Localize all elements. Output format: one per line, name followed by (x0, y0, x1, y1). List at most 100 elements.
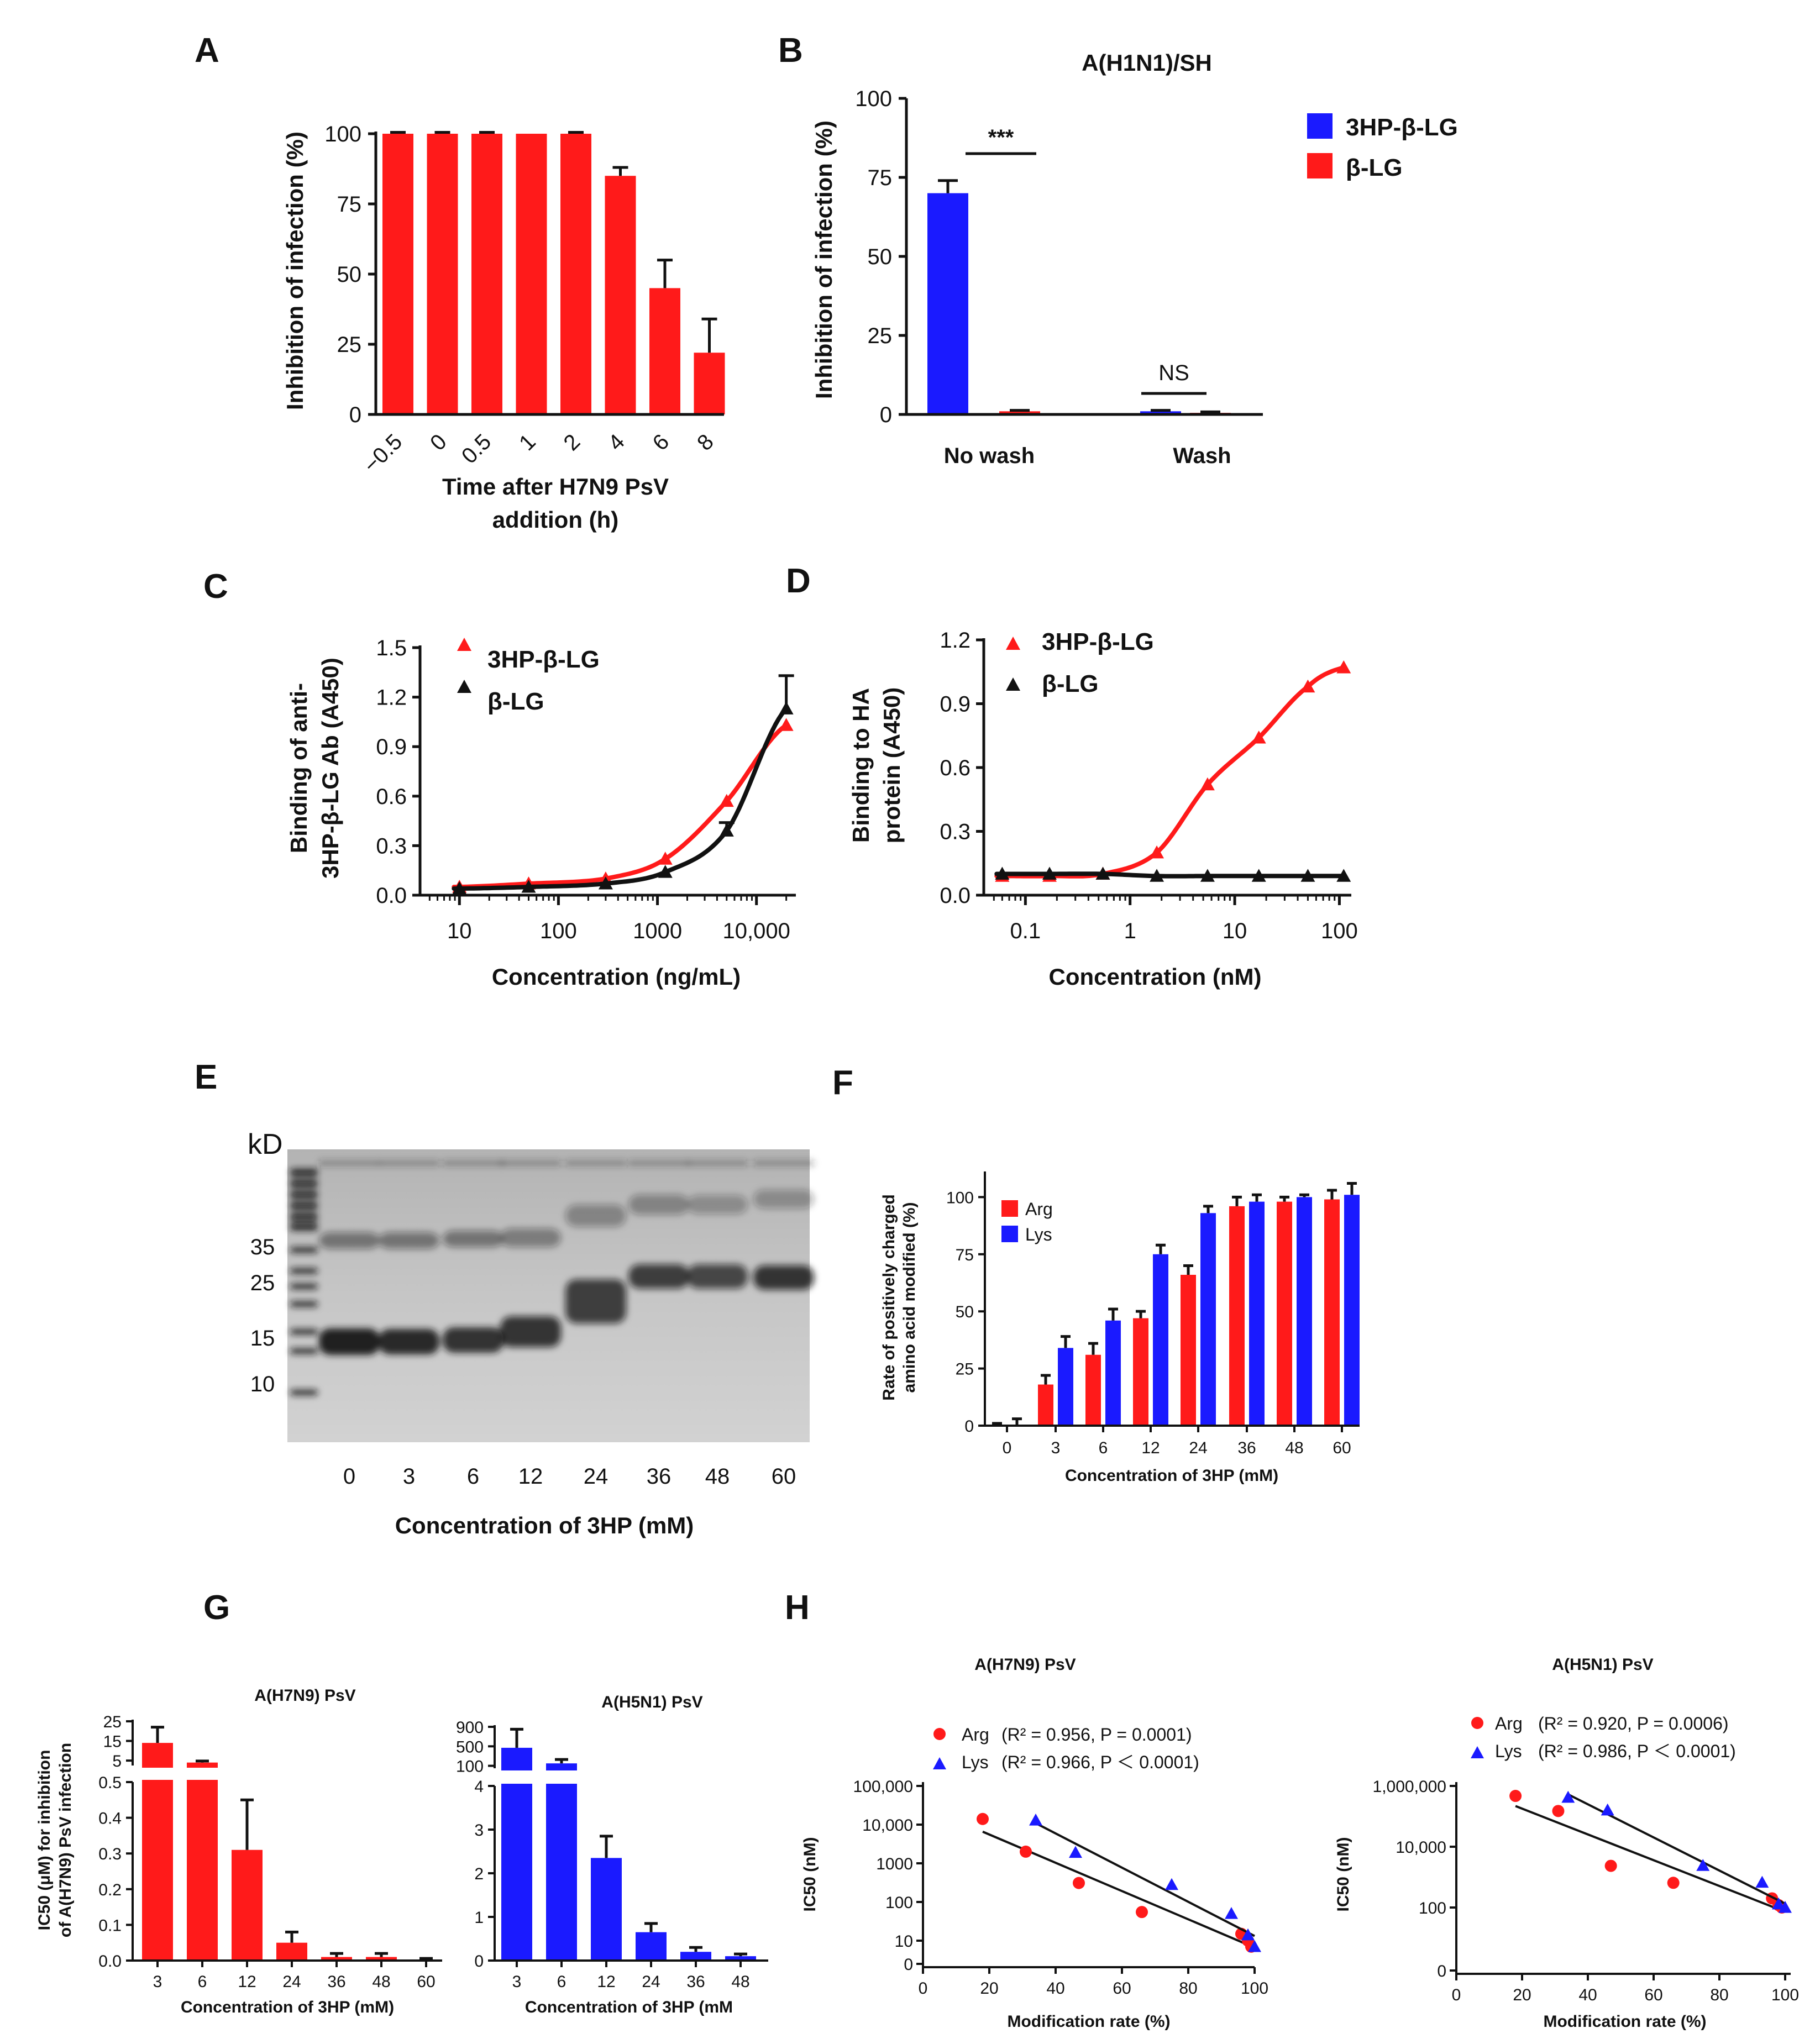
panel-d-ytick-label: 0.3 (940, 820, 971, 844)
gel-lane-label: 36 (647, 1464, 672, 1489)
panel-h2-point-lys (1755, 1875, 1769, 1888)
panel-b-xtick-wash: Wash (1173, 444, 1231, 468)
panel-c-ytick-label: 1.2 (376, 686, 407, 710)
panel-label-f: F (832, 1064, 853, 1102)
panel-h1-point-lys (1241, 1928, 1255, 1941)
panel-g2-bar (725, 1956, 756, 1961)
gel-band (319, 1232, 380, 1249)
panel-h2-xtick-label: 80 (1710, 1986, 1728, 2004)
panel-d-legend-label-1: 3HP-β-LG (1042, 628, 1154, 655)
panel-h2-legend-arg-stat: (R² = 0.920, P = 0.0006) (1538, 1714, 1729, 1733)
panel-f-xlabel: Concentration of 3HP (mM) (1065, 1467, 1278, 1485)
panel-a-bar (516, 134, 547, 414)
panel-b-bar (927, 193, 968, 414)
gel-ladder-band (290, 1390, 318, 1395)
panel-g2-ytick-label: 900 (456, 1719, 484, 1737)
panel-h2-title: A(H5N1) PsV (1552, 1656, 1653, 1674)
panel-g2-ytick-label: 3 (474, 1821, 484, 1840)
gel-band (379, 1329, 439, 1354)
gel-band (753, 1190, 814, 1208)
panel-h1-xlabel: Modification rate (%) (1007, 2013, 1170, 2031)
panel-g2-ytick-label: 500 (456, 1738, 484, 1756)
gel-lane-label: 24 (584, 1464, 609, 1489)
panel-h1-ylabel: IC50 (nM) (801, 1837, 819, 1912)
panel-g1-xlabel: Concentration of 3HP (mM) (181, 1998, 394, 2016)
panel-b-ytick-label: 25 (868, 324, 893, 348)
panel-c-curve (452, 723, 788, 890)
panel-f-bar (1297, 1197, 1312, 1426)
gel-lane-label: 3 (403, 1464, 415, 1489)
gel-ladder-band (290, 1169, 318, 1176)
panel-g2-xtick-label: 48 (731, 1973, 749, 1991)
gel-well (687, 1160, 748, 1166)
panel-c-ytick-label: 0.3 (376, 834, 407, 858)
panel-c-ytick-label: 1.5 (376, 636, 407, 660)
panel-g1-axes (132, 1720, 442, 1962)
panel-f-bar (1181, 1275, 1196, 1426)
panel-f-xtick-label: 60 (1333, 1439, 1351, 1457)
panel-h1-ytick-label: 0 (904, 1956, 913, 1974)
panel-h1-point-lys (1029, 1814, 1042, 1826)
gel-ladder-band (290, 1213, 318, 1221)
gel-band (687, 1195, 748, 1214)
panel-d-xtick-label: 1 (1124, 919, 1136, 943)
panel-h2-point-arg (1667, 1877, 1680, 1889)
gel-well (443, 1160, 503, 1166)
panel-g2-ytick-label: 100 (456, 1758, 484, 1776)
panel-c-axes (418, 645, 796, 897)
panel-g1-ytick-label: 0.1 (98, 1916, 122, 1935)
panel-f-bar (1344, 1195, 1360, 1426)
panel-d-curve (994, 871, 1344, 879)
panel-f-ytick-label: 25 (956, 1360, 974, 1379)
panel-g1-ytick-label: 0.4 (98, 1810, 122, 1828)
panel-f-ylabel-line1: Rate of positively charged (880, 1194, 898, 1400)
panel-h1-title: A(H7N9) PsV (974, 1656, 1076, 1674)
gel-ladder-band (290, 1223, 318, 1231)
gel-ladder-band (290, 1348, 318, 1354)
panel-h1-legend-lys-stat: (R² = 0.966, P ＜ 0.0001) (1001, 1752, 1199, 1772)
panel-g1-xtick-label: 3 (153, 1973, 162, 1991)
panel-h1-ytick-label: 10,000 (862, 1816, 913, 1835)
panel-f-legend-label-1: Arg (1025, 1199, 1053, 1219)
panel-h1-ytick-label: 100 (885, 1894, 913, 1912)
panel-f-xtick-label: 0 (1003, 1439, 1012, 1457)
panel-f-xtick-label: 36 (1237, 1439, 1256, 1457)
gel-well (753, 1160, 814, 1166)
panel-f-xtick-label: 24 (1189, 1439, 1207, 1457)
panel-a-xtick: 0.5 (457, 429, 496, 468)
panel-h1-point-arg (977, 1812, 989, 1825)
panel-a-bar (694, 353, 725, 414)
panel-f-bar (1200, 1213, 1216, 1426)
panel-g1-xtick-label: 24 (282, 1973, 301, 1991)
panel-h1-chart: A(H7N9) PsV Arg (R² = 0.956, P = 0.0001)… (801, 1656, 1268, 2031)
panel-c-legend-marker-2 (457, 680, 471, 693)
panel-a-xtick: 2 (559, 429, 585, 455)
panel-c-point (719, 823, 734, 837)
panel-c-point (658, 865, 673, 878)
panel-h1-xtick-label: 100 (1241, 1979, 1268, 1998)
panel-h1-ytick-label: 1000 (876, 1855, 913, 1873)
panel-c-point (779, 701, 794, 714)
panel-a-xtick: 4 (604, 429, 630, 455)
panel-h2-point-arg (1552, 1805, 1565, 1817)
panel-h1-xtick-label: 60 (1113, 1979, 1131, 1998)
panel-f-bar (1249, 1201, 1265, 1426)
panel-d-point (995, 866, 1010, 880)
panel-g2-ytick-label: 4 (474, 1778, 484, 1796)
panel-d-point (1300, 869, 1315, 882)
panel-b-sig-annotation-2: NS (1158, 361, 1189, 385)
panel-c-ytick-label: 0.0 (376, 884, 407, 908)
panel-d-point (1200, 777, 1215, 791)
gel-lane-label: 6 (467, 1464, 479, 1489)
panel-c-xtick-label: 10 (447, 919, 472, 943)
panel-h2-axes (1455, 1782, 1791, 1975)
panel-a-ytick-label: 75 (337, 192, 362, 217)
panel-d-point (1300, 679, 1315, 693)
panel-h1-point-lys (1165, 1878, 1178, 1890)
panel-h2-legend-lys: Lys (1495, 1741, 1522, 1761)
panel-h2-legend-marker-lys (1471, 1746, 1484, 1758)
panel-f-ytick-label: 100 (946, 1189, 974, 1207)
panel-d-xtick-label: 0.1 (1010, 919, 1041, 943)
panel-g1-title: A(H7N9) PsV (254, 1686, 355, 1705)
